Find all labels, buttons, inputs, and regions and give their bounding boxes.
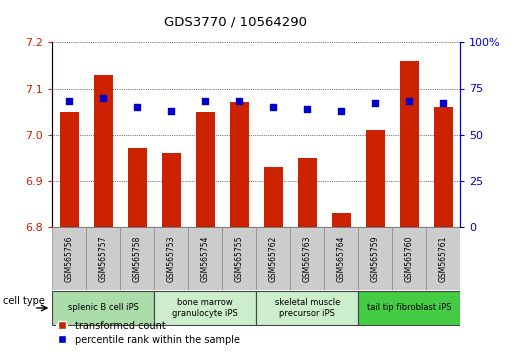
Point (201, 98, 209, 104)
Text: GSM565759: GSM565759 (371, 235, 380, 282)
Point (133, 104, 141, 110)
Text: GDS3770 / 10564290: GDS3770 / 10564290 (164, 15, 307, 28)
Text: GSM565763: GSM565763 (303, 235, 312, 282)
Bar (332, 213, 350, 227)
Point (269, 104, 277, 110)
Bar (154, 227, 188, 290)
Point (371, 101, 379, 106)
Text: tail tip fibroblast iPS: tail tip fibroblast iPS (367, 303, 451, 313)
Bar (60, 112, 78, 227)
Bar (120, 227, 154, 290)
Text: GSM565756: GSM565756 (65, 235, 74, 282)
Text: GSM565754: GSM565754 (201, 235, 210, 282)
Point (337, 108, 345, 113)
Bar (154, 291, 256, 325)
Text: skeletal muscle
precursor iPS: skeletal muscle precursor iPS (275, 298, 340, 318)
Point (303, 106, 311, 112)
Bar (196, 112, 214, 227)
Text: GSM565758: GSM565758 (133, 235, 142, 282)
Text: GSM565753: GSM565753 (167, 235, 176, 282)
Bar (52, 227, 86, 290)
Bar (256, 291, 358, 325)
Bar (230, 102, 248, 227)
Bar (52, 291, 154, 325)
Point (167, 108, 175, 113)
Bar (188, 227, 222, 290)
Bar (392, 227, 426, 290)
Bar (358, 227, 392, 290)
Text: GSM565757: GSM565757 (99, 235, 108, 282)
Bar (264, 167, 282, 227)
Bar (298, 158, 316, 227)
Text: GSM565761: GSM565761 (439, 235, 448, 282)
Bar (222, 227, 256, 290)
Point (439, 101, 447, 106)
Bar (400, 61, 418, 227)
Bar (358, 291, 460, 325)
Bar (256, 227, 290, 290)
Bar (290, 227, 324, 290)
Bar (324, 227, 358, 290)
Text: cell type: cell type (3, 296, 44, 306)
Bar (94, 75, 112, 227)
Text: splenic B cell iPS: splenic B cell iPS (68, 303, 139, 313)
Point (235, 98, 243, 104)
Bar (128, 148, 146, 227)
Bar (162, 153, 180, 227)
Text: GSM565762: GSM565762 (269, 235, 278, 282)
Legend: transformed count, percentile rank within the sample: transformed count, percentile rank withi… (57, 321, 240, 345)
Point (405, 98, 413, 104)
Point (99, 95, 108, 101)
Text: GSM565764: GSM565764 (337, 235, 346, 282)
Text: GSM565755: GSM565755 (235, 235, 244, 282)
Bar (366, 130, 384, 227)
Point (65, 98, 73, 104)
Bar (86, 227, 120, 290)
Text: GSM565760: GSM565760 (405, 235, 414, 282)
Text: bone marrow
granulocyte iPS: bone marrow granulocyte iPS (173, 298, 238, 318)
Bar (434, 107, 452, 227)
Bar (426, 227, 460, 290)
